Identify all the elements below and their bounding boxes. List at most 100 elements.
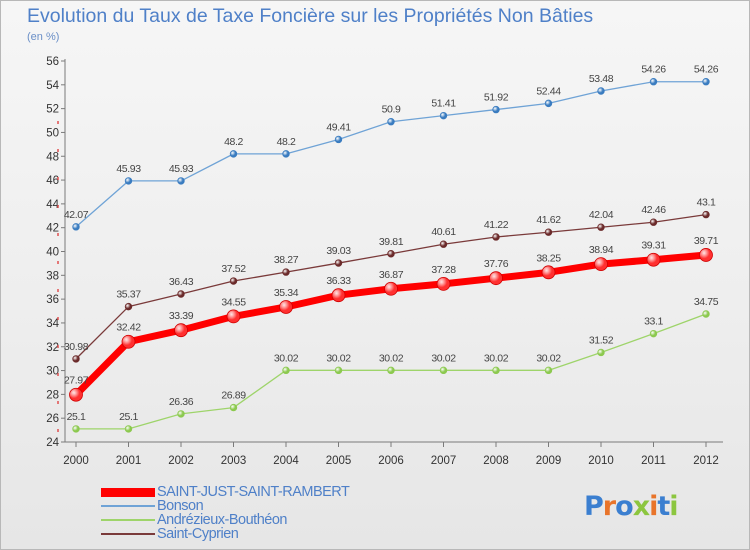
x-tick-label: 2006	[378, 455, 404, 467]
data-point	[541, 265, 556, 280]
data-point	[544, 366, 553, 375]
data-label: 37.28	[431, 264, 456, 276]
y-tick-label: 34	[46, 318, 59, 330]
data-point	[597, 223, 605, 231]
data-point	[439, 240, 448, 248]
data-point	[649, 218, 658, 226]
y-tick-label: 56	[46, 56, 59, 68]
legend: SAINT-JUST-SAINT-RAMBERT Bonson Andrézieux…	[101, 484, 350, 541]
legend-label: Andrézieux-Bouthéon	[157, 512, 287, 528]
y-tick-label: 48	[46, 151, 59, 163]
data-point	[229, 150, 238, 158]
data-point	[282, 268, 290, 276]
data-label: 38.27	[274, 254, 299, 266]
data-point	[69, 387, 83, 402]
data-label: 48.2	[224, 136, 243, 148]
data-label: 39.81	[379, 236, 404, 248]
legend-swatch	[101, 505, 155, 507]
data-label: 37.52	[221, 263, 246, 275]
data-label: 39.71	[694, 235, 719, 247]
y-tick-label: 30	[46, 366, 59, 378]
data-label: 42.07	[64, 209, 89, 221]
y-tick-label: 54	[46, 80, 59, 92]
x-tick-label: 2000	[63, 455, 89, 467]
data-point	[177, 177, 185, 185]
data-label: 49.41	[326, 121, 351, 133]
data-label: 30.02	[536, 352, 561, 364]
data-point	[174, 323, 188, 338]
x-tick-label: 2003	[221, 455, 247, 467]
data-label: 43.1	[697, 197, 716, 209]
data-point	[334, 259, 343, 267]
y-tick-label: 26	[46, 413, 59, 425]
data-label: 51.92	[484, 92, 509, 104]
data-point	[229, 277, 238, 285]
data-point	[489, 271, 503, 286]
legend-item: SAINT-JUST-SAINT-RAMBERT	[101, 484, 350, 500]
data-point	[649, 78, 658, 86]
data-label: 54.26	[641, 64, 666, 76]
data-label: 25.1	[67, 411, 86, 423]
chart-title: Evolution du Taux de Taxe Foncière sur l…	[27, 5, 594, 27]
data-label: 45.93	[116, 163, 141, 175]
data-label: 39.03	[326, 245, 351, 257]
data-point	[649, 329, 658, 338]
data-point	[436, 276, 451, 291]
x-tick-label: 2012	[693, 455, 719, 467]
data-label: 41.22	[484, 219, 509, 231]
data-label: 50.9	[382, 104, 401, 116]
data-label: 31.52	[589, 334, 614, 346]
data-point	[279, 300, 293, 314]
data-point	[387, 250, 395, 258]
data-point	[72, 425, 80, 433]
x-tick-label: 2004	[273, 455, 299, 467]
data-point	[492, 105, 500, 114]
data-point	[646, 252, 661, 267]
y-tick-label: 38	[46, 270, 59, 282]
legend-swatch	[101, 533, 155, 535]
y-tick-label: 46	[46, 175, 59, 187]
data-point	[387, 366, 395, 375]
legend-item: Saint-Cyprien	[101, 527, 349, 541]
data-point	[544, 99, 553, 108]
data-label: 30.02	[379, 352, 404, 364]
legend-item: Andrézieux-Bouthéon	[101, 513, 349, 527]
data-point	[699, 248, 713, 262]
data-label: 45.93	[169, 163, 194, 175]
x-tick-label: 2011	[641, 455, 666, 467]
x-tick-label: 2008	[483, 455, 509, 467]
y-tick-label: 44	[46, 199, 59, 211]
data-label: 42.04	[589, 209, 614, 221]
y-tick-label: 28	[46, 389, 59, 401]
x-tick-label: 2001	[116, 455, 142, 467]
y-tick-label: 50	[46, 127, 59, 139]
x-tick-label: 2010	[588, 455, 614, 467]
x-tick-label: 2009	[536, 455, 562, 467]
data-point	[124, 425, 133, 433]
data-label: 35.37	[116, 289, 141, 301]
legend-item: Bonson	[101, 499, 349, 513]
data-label: 33.39	[169, 310, 194, 322]
legend-swatch	[101, 487, 155, 497]
y-tick-label: 40	[46, 247, 59, 259]
data-label: 25.1	[119, 411, 138, 423]
data-point	[282, 366, 290, 375]
legend-label: Bonson	[157, 498, 204, 514]
data-point	[124, 302, 133, 311]
x-tick-label: 2002	[168, 455, 194, 467]
y-tick-label: 32	[46, 342, 59, 354]
x-tick-label: 2007	[431, 455, 457, 467]
data-point	[384, 281, 398, 296]
data-label: 38.25	[536, 252, 561, 264]
legend-label: SAINT-JUST-SAINT-RAMBERT	[157, 484, 350, 500]
data-point	[544, 228, 553, 236]
legend-label: Saint-Cyprien	[157, 526, 239, 542]
data-label: 38.94	[589, 244, 614, 256]
data-label: 48.2	[277, 136, 296, 148]
data-label: 54.26	[694, 64, 719, 76]
data-label: 52.44	[536, 85, 561, 97]
data-point	[439, 111, 448, 120]
data-label: 37.76	[484, 258, 509, 270]
data-point	[439, 366, 448, 375]
